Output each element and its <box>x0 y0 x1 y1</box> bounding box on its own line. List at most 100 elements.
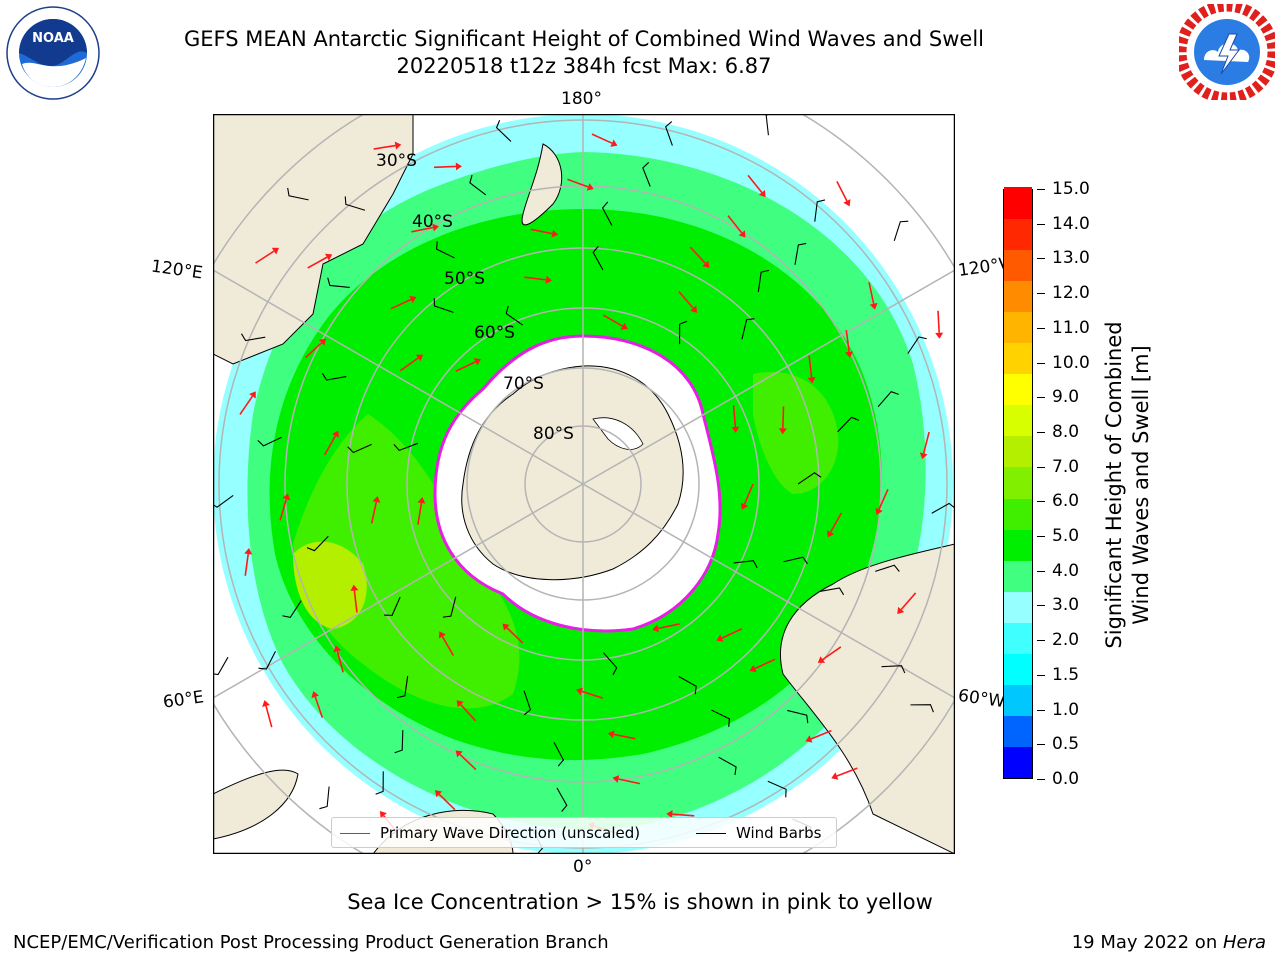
wave-direction-arrow <box>868 282 875 304</box>
colorbar-tick <box>1037 709 1045 711</box>
colorbar-bin <box>1004 187 1032 220</box>
wind-barb <box>819 587 845 596</box>
wind-barb <box>495 120 512 142</box>
wave-direction-arrowhead <box>620 322 628 330</box>
wave-direction-arrowhead <box>827 530 835 538</box>
colorbar-bin <box>1004 435 1032 468</box>
wind-barb <box>213 494 234 508</box>
wave-direction-arrowhead <box>325 253 333 261</box>
wave-direction-arrow <box>618 778 641 785</box>
wind-barb <box>213 656 229 676</box>
wave-direction-arrowhead <box>434 790 443 798</box>
wave-direction-arrowhead <box>502 623 510 631</box>
colorbar-title: Significant Height of Combined Wind Wave… <box>1101 321 1155 648</box>
south-america-land <box>779 543 955 854</box>
wind-barb <box>375 771 384 795</box>
wave-direction-arrowhead <box>778 428 787 435</box>
wave-direction-arrowhead <box>690 305 698 313</box>
wind-barb <box>523 690 532 716</box>
wave-direction-arrow <box>441 636 455 656</box>
wind-barb <box>469 174 487 196</box>
wave-direction-arrowhead <box>738 230 746 238</box>
colorbar-tick-label: 9.0 <box>1052 387 1080 408</box>
colorbar-tick-label: 4.0 <box>1052 560 1080 581</box>
colorbar-tick-label: 2.0 <box>1052 630 1080 651</box>
wave-direction-arrow <box>399 357 419 372</box>
wind-barb <box>837 416 860 433</box>
wave-direction-arrowhead <box>415 354 424 362</box>
colorbar-tick-label: 12.0 <box>1052 283 1090 304</box>
colorbar-tick <box>1037 362 1045 364</box>
colorbar-tick-label: 10.0 <box>1052 352 1090 373</box>
colorbar-bin <box>1004 746 1032 778</box>
lat-label-70s: 70°S <box>503 374 544 394</box>
wave-direction-arrowhead <box>805 735 813 743</box>
wave-direction-arrow <box>754 658 776 670</box>
wave-direction-arrow <box>822 646 842 661</box>
wave-direction-arrow <box>732 404 737 427</box>
wind-barb <box>433 297 454 313</box>
wind-barb <box>384 596 401 616</box>
wave-direction-arrow <box>836 181 848 202</box>
wind-barb <box>794 242 807 265</box>
wave-field-5-6m-east <box>753 372 839 494</box>
colorbar-tick-label: 7.0 <box>1052 456 1080 477</box>
wave-direction-arrowhead <box>262 700 270 708</box>
wave-direction-arrowhead <box>935 332 944 339</box>
legend-label-wind-barbs: Wind Barbs <box>736 824 822 842</box>
lat-label-30s: 30°S <box>376 151 417 171</box>
wave-direction-arrowhead <box>869 302 878 310</box>
wind-barb <box>907 336 927 354</box>
wind-barb <box>327 277 350 289</box>
wave-direction-arrowhead <box>652 624 659 633</box>
wave-direction-arrow <box>353 590 358 613</box>
colorbar-tick <box>1037 397 1045 399</box>
colorbar-title-line1: Significant Height of Combined <box>1102 321 1126 649</box>
colorbar-bin <box>1004 249 1032 282</box>
wave-direction-arrow <box>307 256 328 269</box>
wave-direction-arrowhead <box>749 664 757 673</box>
wave-direction-arrow <box>455 361 476 372</box>
wave-direction-arrowhead <box>612 775 620 783</box>
wind-barb <box>553 742 565 767</box>
legend-line-red <box>340 832 370 834</box>
ross-ice-shelf <box>592 417 644 450</box>
wave-direction-arrow <box>323 435 337 456</box>
colorbar-tick <box>1037 327 1045 329</box>
colorbar-tick-label: 1.5 <box>1052 664 1080 685</box>
colorbar-tick-label: 13.0 <box>1052 248 1090 269</box>
wind-barb <box>592 245 604 271</box>
wind-barb <box>765 114 770 136</box>
madagascar-land <box>213 769 299 840</box>
wave-direction-arrowhead <box>311 691 320 699</box>
wave-direction-arrow <box>581 690 603 699</box>
colorbar-tick-label: 6.0 <box>1052 491 1080 512</box>
polar-map-svg <box>212 113 956 855</box>
wave-direction-arrow <box>279 498 288 521</box>
wave-direction-arrowhead <box>702 260 710 268</box>
wave-direction-arrow <box>591 133 613 144</box>
new-zealand-land <box>521 143 563 226</box>
colorbar-tick <box>1037 536 1045 538</box>
wind-barb <box>394 730 404 754</box>
noaa-logo: NOAA <box>6 6 100 100</box>
wind-barb <box>893 220 909 241</box>
colorbar-tick-label: 0.0 <box>1052 769 1080 789</box>
wave-direction-arrow <box>657 623 680 630</box>
colorbar-tick <box>1037 779 1045 780</box>
wave-direction-arrowhead <box>318 338 326 346</box>
nws-logo <box>1179 4 1275 100</box>
lon-label-120e: 120°E <box>149 256 204 284</box>
colorbar-bin <box>1004 342 1032 375</box>
wind-barb <box>601 201 613 226</box>
footer-date-text: 19 May 2022 on <box>1071 932 1223 953</box>
wave-direction-arrow <box>265 705 273 728</box>
wave-direction-arrowhead <box>333 645 342 653</box>
wave-direction-arrow <box>239 395 254 415</box>
legend-line-black <box>696 832 726 834</box>
wave-direction-arrow <box>808 355 813 378</box>
wave-direction-arrow <box>530 228 553 235</box>
colorbar-tick <box>1037 189 1045 190</box>
colorbar-tick <box>1037 744 1045 746</box>
wave-direction-arrowhead <box>831 772 839 780</box>
